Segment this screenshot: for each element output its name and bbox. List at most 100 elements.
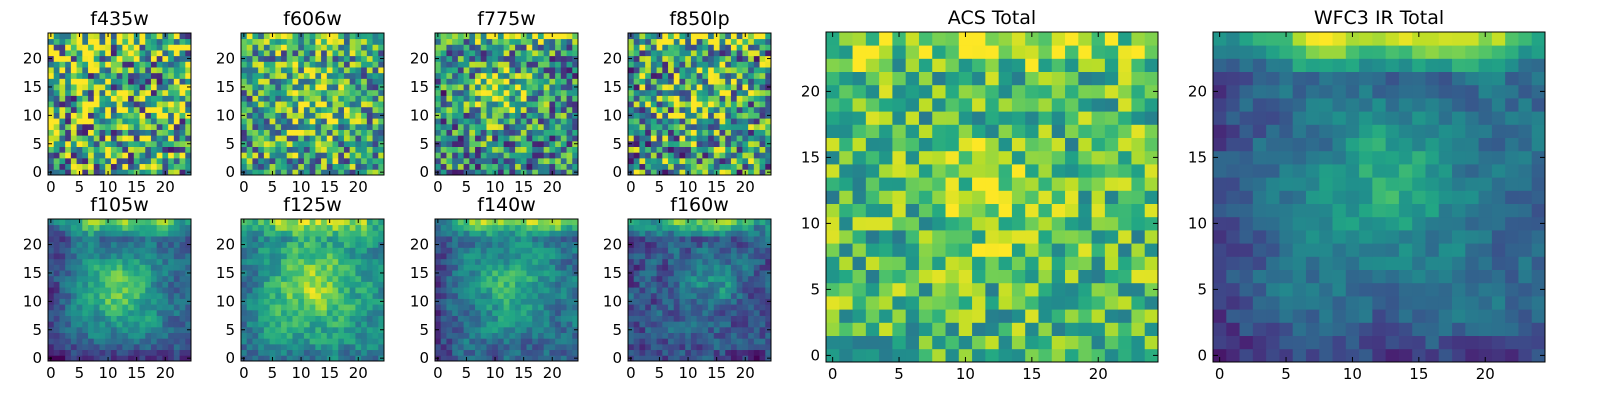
- heatmap-cell: [736, 275, 743, 282]
- heatmap-cell: [440, 253, 447, 260]
- heatmap-cell: [303, 343, 311, 351]
- heatmap-cell: [162, 349, 169, 356]
- heatmap-cell: [145, 146, 152, 153]
- heatmap-cell: [179, 44, 186, 51]
- heatmap-cell: [736, 112, 743, 119]
- heatmap-cell: [378, 163, 385, 170]
- heatmap-cell: [303, 338, 311, 345]
- heatmap-cell: [668, 106, 675, 113]
- heatmap-cell: [673, 349, 680, 356]
- heatmap-cell: [497, 78, 505, 85]
- heatmap-cell: [332, 275, 339, 282]
- heatmap-cell: [269, 44, 276, 51]
- heatmap-cell: [690, 135, 698, 142]
- heatmap-cell: [555, 38, 562, 45]
- heatmap-cell: [560, 253, 567, 260]
- heatmap-cell: [452, 321, 459, 328]
- heatmap-cell: [730, 281, 738, 288]
- heatmap-cell: [435, 321, 442, 328]
- heatmap-cell: [116, 33, 123, 40]
- heatmap-cell: [452, 135, 459, 142]
- heatmap-cell: [332, 281, 339, 288]
- heatmap-cell: [526, 50, 533, 57]
- heatmap-cell: [275, 298, 282, 305]
- heatmap-cell: [93, 89, 100, 96]
- heatmap-cell: [332, 38, 339, 45]
- heatmap-cell: [185, 129, 192, 136]
- heatmap-cell: [252, 338, 259, 345]
- heatmap-cell: [286, 72, 293, 79]
- heatmap-cell: [156, 343, 163, 351]
- heatmap-cell: [549, 281, 556, 288]
- heatmap-cell: [486, 50, 493, 57]
- heatmap-cell: [656, 84, 663, 91]
- heatmap-cell: [719, 84, 726, 91]
- heatmap-cell: [99, 332, 106, 339]
- heatmap-cell: [59, 241, 66, 248]
- heatmap-cell: [116, 343, 123, 351]
- heatmap-cell: [76, 157, 83, 165]
- heatmap-cell: [292, 241, 299, 248]
- heatmap-cell: [555, 112, 562, 119]
- heatmap-cell: [286, 315, 293, 322]
- heatmap-cell: [440, 118, 447, 125]
- heatmap-cell: [105, 236, 112, 243]
- heatmap-cell: [156, 224, 163, 231]
- heatmap-cell: [497, 72, 505, 79]
- heatmap-cell: [309, 343, 316, 351]
- heatmap-cell: [702, 275, 709, 282]
- heatmap-cell: [321, 78, 328, 85]
- heatmap-cell: [469, 95, 476, 102]
- heatmap-cell: [122, 89, 129, 96]
- y-tick-label: 20: [23, 236, 42, 254]
- heatmap-cell: [70, 343, 77, 351]
- heatmap-cell: [70, 163, 77, 170]
- heatmap-cell: [435, 118, 442, 125]
- heatmap-cell: [343, 157, 351, 165]
- heatmap-cell: [650, 118, 657, 125]
- x-tick-label: 5: [75, 178, 85, 196]
- heatmap-cell: [326, 152, 333, 159]
- heatmap-cell: [469, 275, 476, 282]
- heatmap-cell: [645, 101, 652, 108]
- heatmap-cell: [326, 236, 333, 243]
- heatmap-cell: [725, 332, 732, 339]
- heatmap-cell: [440, 264, 447, 271]
- heatmap-cell: [719, 332, 726, 339]
- heatmap-cell: [321, 140, 328, 147]
- heatmap-cell: [549, 44, 556, 51]
- heatmap-cell: [736, 78, 743, 85]
- heatmap-cell: [150, 152, 158, 159]
- heatmap-cell: [156, 50, 163, 57]
- heatmap-cell: [366, 118, 373, 125]
- heatmap-cell: [555, 169, 562, 176]
- heatmap-cell: [309, 112, 316, 119]
- heatmap-cell: [543, 50, 550, 57]
- x-tick-label: 10: [292, 364, 311, 382]
- heatmap-cell: [269, 270, 276, 277]
- heatmap-cell: [275, 101, 282, 108]
- heatmap-cell: [679, 84, 686, 91]
- heatmap-cell: [537, 224, 545, 231]
- heatmap-cell: [332, 304, 339, 311]
- heatmap-cell: [708, 315, 715, 322]
- heatmap-cell: [99, 247, 106, 254]
- heatmap-cell: [463, 343, 470, 351]
- heatmap-cell: [497, 309, 505, 316]
- heatmap-cell: [246, 270, 253, 277]
- heatmap-cell: [246, 332, 253, 339]
- heatmap-cell: [662, 129, 669, 136]
- heatmap-cell: [628, 106, 635, 113]
- heatmap-cell: [275, 326, 282, 333]
- heatmap-cell: [753, 55, 760, 62]
- heatmap-cell: [475, 61, 482, 68]
- heatmap-cell: [446, 44, 453, 51]
- heatmap-cell: [730, 123, 738, 130]
- heatmap-cell: [503, 152, 510, 159]
- heatmap-cell: [537, 38, 545, 45]
- heatmap-cell: [252, 157, 259, 165]
- heatmap-cell: [509, 152, 516, 159]
- heatmap-cell: [668, 152, 675, 159]
- heatmap-cell: [281, 55, 288, 62]
- heatmap-cell: [742, 101, 749, 108]
